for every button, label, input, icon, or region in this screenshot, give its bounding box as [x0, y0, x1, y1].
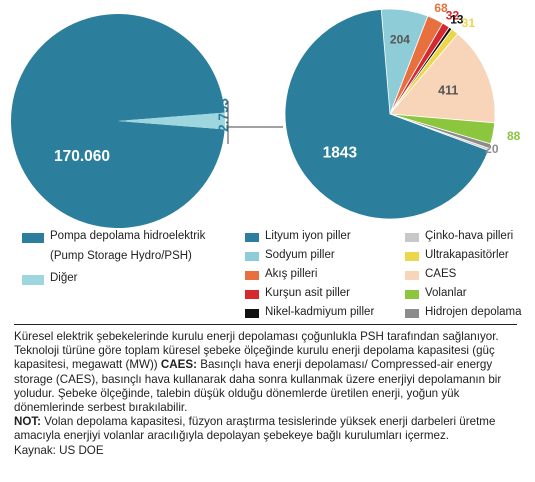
caes-label: CAES: — [160, 358, 197, 372]
caes-text: Basınçlı hava enerji depolaması/ Compres… — [14, 358, 502, 415]
pie-label-hydrogen: 20 — [485, 142, 499, 156]
connector-lines — [227, 101, 283, 144]
legend-label-mid-0: Lityum iyon piller — [265, 230, 351, 242]
pie-label-psh: 170.060 — [54, 148, 110, 165]
pie-label-caes: 411 — [438, 83, 458, 97]
source-line: Kaynak: US DOE — [14, 443, 104, 457]
pie-label-nickel-cadmium: 13 — [450, 12, 464, 26]
legend-item-mid-3: Kurşun asit piller — [245, 287, 350, 299]
notes-paragraph: Küresel elektrik şebekelerinde kurulu en… — [14, 330, 519, 415]
note-text: Volan depolama kapasitesi, füzyon araştı… — [14, 415, 496, 443]
legend-label-right-0: Çinko-hava pilleri — [425, 230, 514, 242]
legend-item-right-0: Çinko-hava pilleri — [405, 230, 513, 242]
legend-swatch-mid-0 — [245, 233, 259, 242]
legend-label-right-4: Hidrojen depolama — [425, 306, 522, 318]
divider-line — [14, 324, 517, 325]
legend-item-mid-0: Lityum iyon piller — [245, 230, 351, 242]
legend-sublabel-psh: (Pump Storage Hydro/PSH) — [50, 250, 192, 262]
pie-label-flywheels: 88 — [507, 129, 521, 143]
pie-slice-psh — [10, 13, 225, 229]
legend-label-mid-1: Sodyum piller — [265, 249, 335, 261]
legend-swatch-mid-3 — [245, 290, 259, 299]
legend-label-right-2: CAES — [425, 268, 457, 280]
legend-item-mid-2: Akış pilleri — [245, 268, 317, 280]
legend-swatch-mid-2 — [245, 271, 259, 280]
legend-swatch-right-4 — [405, 309, 419, 318]
legend-total: Pompa depolama hidroelektrik (Pump Stora… — [22, 230, 232, 300]
notes-block: Küresel elektrik şebekelerinde kurulu en… — [14, 330, 519, 458]
pie-chart-total: 170.060 2.793 — [10, 13, 231, 229]
legend-label-mid-4: Nikel-kadmiyum piller — [265, 306, 375, 318]
legend-swatch-right-3 — [405, 290, 419, 299]
pie-label-ultracapacitors: 31 — [462, 16, 476, 30]
note-paragraph: NOT: Volan depolama kapasitesi, füzyon a… — [14, 415, 519, 443]
legend-label-right-1: Ultrakapasitörler — [425, 249, 509, 261]
notes-intro: Küresel elektrik şebekelerinde kurulu en… — [14, 330, 499, 372]
pie-slice-lithium-ion — [284, 8, 489, 220]
legend-swatch-mid-1 — [245, 252, 259, 261]
legend-label-psh: Pompa depolama hidroelektrik — [50, 230, 206, 242]
legend-label-right-3: Volanlar — [425, 287, 467, 299]
pie-slice-caes — [389, 33, 496, 124]
legend-item-right-1: Ultrakapasitörler — [405, 249, 509, 261]
legend-swatch-mid-4 — [245, 309, 259, 318]
pie-label-lithium-ion: 1843 — [323, 145, 358, 162]
legend-item-mid-1: Sodyum piller — [245, 249, 335, 261]
legend-item-right-2: CAES — [405, 268, 456, 280]
legend-label-mid-2: Akış pilleri — [265, 268, 318, 280]
legend-label-other: Diğer — [50, 272, 78, 284]
legend-breakdown-other: Çinko-hava pilleri Ultrakapasitörler CAES V… — [405, 230, 530, 325]
legend-label-mid-3: Kurşun asit piller — [265, 287, 351, 299]
note-label: NOT: — [14, 415, 42, 429]
pie-slice-other — [118, 112, 225, 130]
legend-swatch-other — [22, 275, 44, 285]
legend-swatch-right-2 — [405, 271, 419, 280]
legend-item-mid-4: Nikel-kadmiyum piller — [245, 306, 374, 318]
pie-label-flow: 68 — [434, 1, 448, 15]
pie-label-other: 2.793 — [216, 98, 231, 132]
pie-label-lead-acid: 32 — [446, 8, 460, 22]
legend-swatch-right-0 — [405, 233, 419, 242]
legend-item-right-4: Hidrojen depolama — [405, 306, 522, 318]
legend-item-psh: Pompa depolama hidroelektrik — [22, 230, 205, 243]
legend-swatch-right-1 — [405, 252, 419, 261]
legend-breakdown-batteries: Lityum iyon piller Sodyum piller Akış pill… — [245, 230, 395, 325]
legend-swatch-psh — [22, 233, 44, 243]
pie-label-sodium: 204 — [390, 32, 410, 46]
legend-item-right-3: Volanlar — [405, 287, 467, 299]
legend-item-other: Diğer — [22, 272, 77, 285]
